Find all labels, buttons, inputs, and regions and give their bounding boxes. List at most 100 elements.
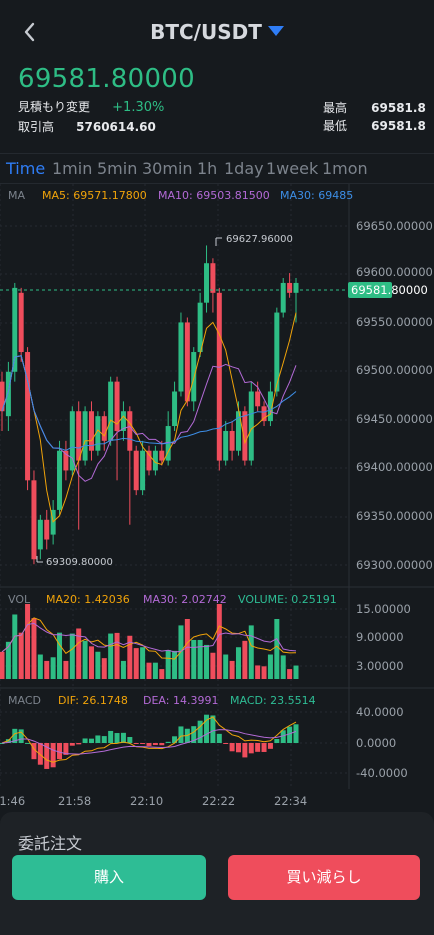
candle [210, 258, 216, 313]
macd-bar [274, 738, 280, 743]
tab-1h[interactable]: 1h [197, 159, 218, 178]
candle [287, 273, 293, 298]
macd-bar [223, 743, 229, 744]
candle [63, 440, 69, 481]
kline-chart[interactable]: MA MA5: 69571.17800 MA10: 69503.81500 MA… [0, 184, 434, 812]
tab-5min[interactable]: 5min [97, 159, 138, 178]
macd-bar [255, 743, 261, 752]
buy-button[interactable]: 購入 [12, 855, 206, 900]
candle [152, 445, 158, 476]
macd-bar [287, 726, 293, 743]
macd-bar [127, 737, 133, 743]
vol-ma30-legend: MA30: 2.02742 [143, 593, 227, 606]
tab-1mon[interactable]: 1mon [322, 159, 368, 178]
macd-bar [82, 738, 88, 743]
y-tick: 69500.00000 [356, 363, 433, 377]
tab-1min[interactable]: 1min [52, 159, 93, 178]
tab-1week[interactable]: 1week [266, 159, 319, 178]
volume-legend: VOLUME: 0.25191 [238, 593, 337, 606]
macd-bar [293, 724, 299, 743]
candle [18, 287, 24, 362]
header: BTC/USDT [0, 0, 434, 62]
candle [248, 381, 254, 466]
volume-bar [50, 657, 56, 679]
macd-bar [216, 733, 222, 743]
y-tick: 69600.00000 [356, 265, 433, 279]
volume-bar [255, 665, 261, 679]
divider [0, 183, 434, 184]
macd-bar [140, 743, 146, 744]
macd-bar [0, 743, 5, 744]
volume-bar [229, 660, 235, 679]
volume-bar [274, 619, 280, 679]
macd-bar [57, 743, 63, 760]
macd-label: MACD [8, 694, 41, 707]
orders-title: 委託注文 [18, 834, 83, 853]
macd-bar [261, 743, 267, 752]
tab-30min[interactable]: 30min [142, 159, 193, 178]
volume-bar [159, 669, 165, 679]
low-label: 最低 [323, 119, 348, 133]
macd-bar [31, 743, 37, 760]
candle [88, 401, 94, 461]
volume-bar [197, 639, 203, 679]
vol-y-tick: 3.00000 [356, 659, 404, 673]
macd-bar [210, 715, 216, 743]
volume-bar [261, 666, 267, 679]
interval-tabs: Time 1min 5min 30min 1h 1day 1week 1mon [0, 153, 434, 183]
tab-time[interactable]: Time [6, 159, 46, 178]
vol-y-tick: 15.00000 [356, 602, 411, 616]
volume-bar [114, 632, 120, 679]
volume-bar [127, 635, 133, 679]
ma30-legend: MA30: 69485 [280, 189, 353, 202]
macd-bar [242, 743, 248, 758]
volume-bar [223, 654, 229, 679]
macd-bar [44, 743, 50, 769]
triangle-down-icon[interactable] [267, 25, 284, 36]
volume-bar [267, 654, 273, 679]
candle [178, 312, 184, 397]
sell-button[interactable]: 買い減らし [228, 855, 420, 900]
divider [0, 153, 434, 154]
dif-legend: DIF: 26.1748 [58, 694, 128, 707]
x-tick: 22:34 [274, 794, 307, 808]
current-price-tag: 69581.80000 [351, 283, 428, 297]
volume-bar [235, 647, 241, 679]
chevron-left-icon[interactable] [18, 18, 42, 46]
volume-label: 取引高 [18, 120, 55, 134]
candle [37, 514, 43, 560]
low-row: 最低 69581.8 [323, 117, 426, 134]
volume-bar [44, 660, 50, 679]
pair-title-text[interactable]: BTC/USDT [150, 20, 262, 44]
candle [229, 421, 235, 461]
candle [120, 401, 126, 441]
last-price: 69581.80000 [18, 64, 195, 94]
volume-bar [31, 618, 37, 679]
candle [133, 445, 139, 496]
macd-bar [12, 728, 18, 743]
change-value: +1.30% [112, 100, 165, 115]
volume-bar [18, 632, 24, 679]
macd-bar [50, 743, 56, 768]
x-tick: 22:22 [202, 794, 235, 808]
high-label: 最高 [323, 101, 348, 115]
low-value: 69581.8 [371, 119, 426, 133]
ma5-legend: MA5: 69571.17800 [42, 189, 147, 202]
volume-ma-line [1, 622, 297, 653]
ma10-legend: MA10: 69503.81500 [158, 189, 270, 202]
volume-bar [37, 654, 43, 679]
macd-bar [204, 714, 210, 743]
volume-bar [63, 660, 69, 679]
tab-1day[interactable]: 1day [224, 159, 264, 178]
volume-bar [25, 604, 31, 679]
candle [293, 278, 299, 323]
candle [280, 278, 286, 318]
volume-bar [0, 651, 5, 679]
candle [140, 440, 146, 496]
candle [127, 406, 133, 525]
pair-title[interactable]: BTC/USDT [0, 20, 434, 44]
macd-bar [229, 743, 235, 752]
volume-bar [287, 669, 293, 679]
high-row: 最高 69581.8 [323, 99, 426, 116]
change-label: 見積もり変更 [18, 100, 91, 114]
